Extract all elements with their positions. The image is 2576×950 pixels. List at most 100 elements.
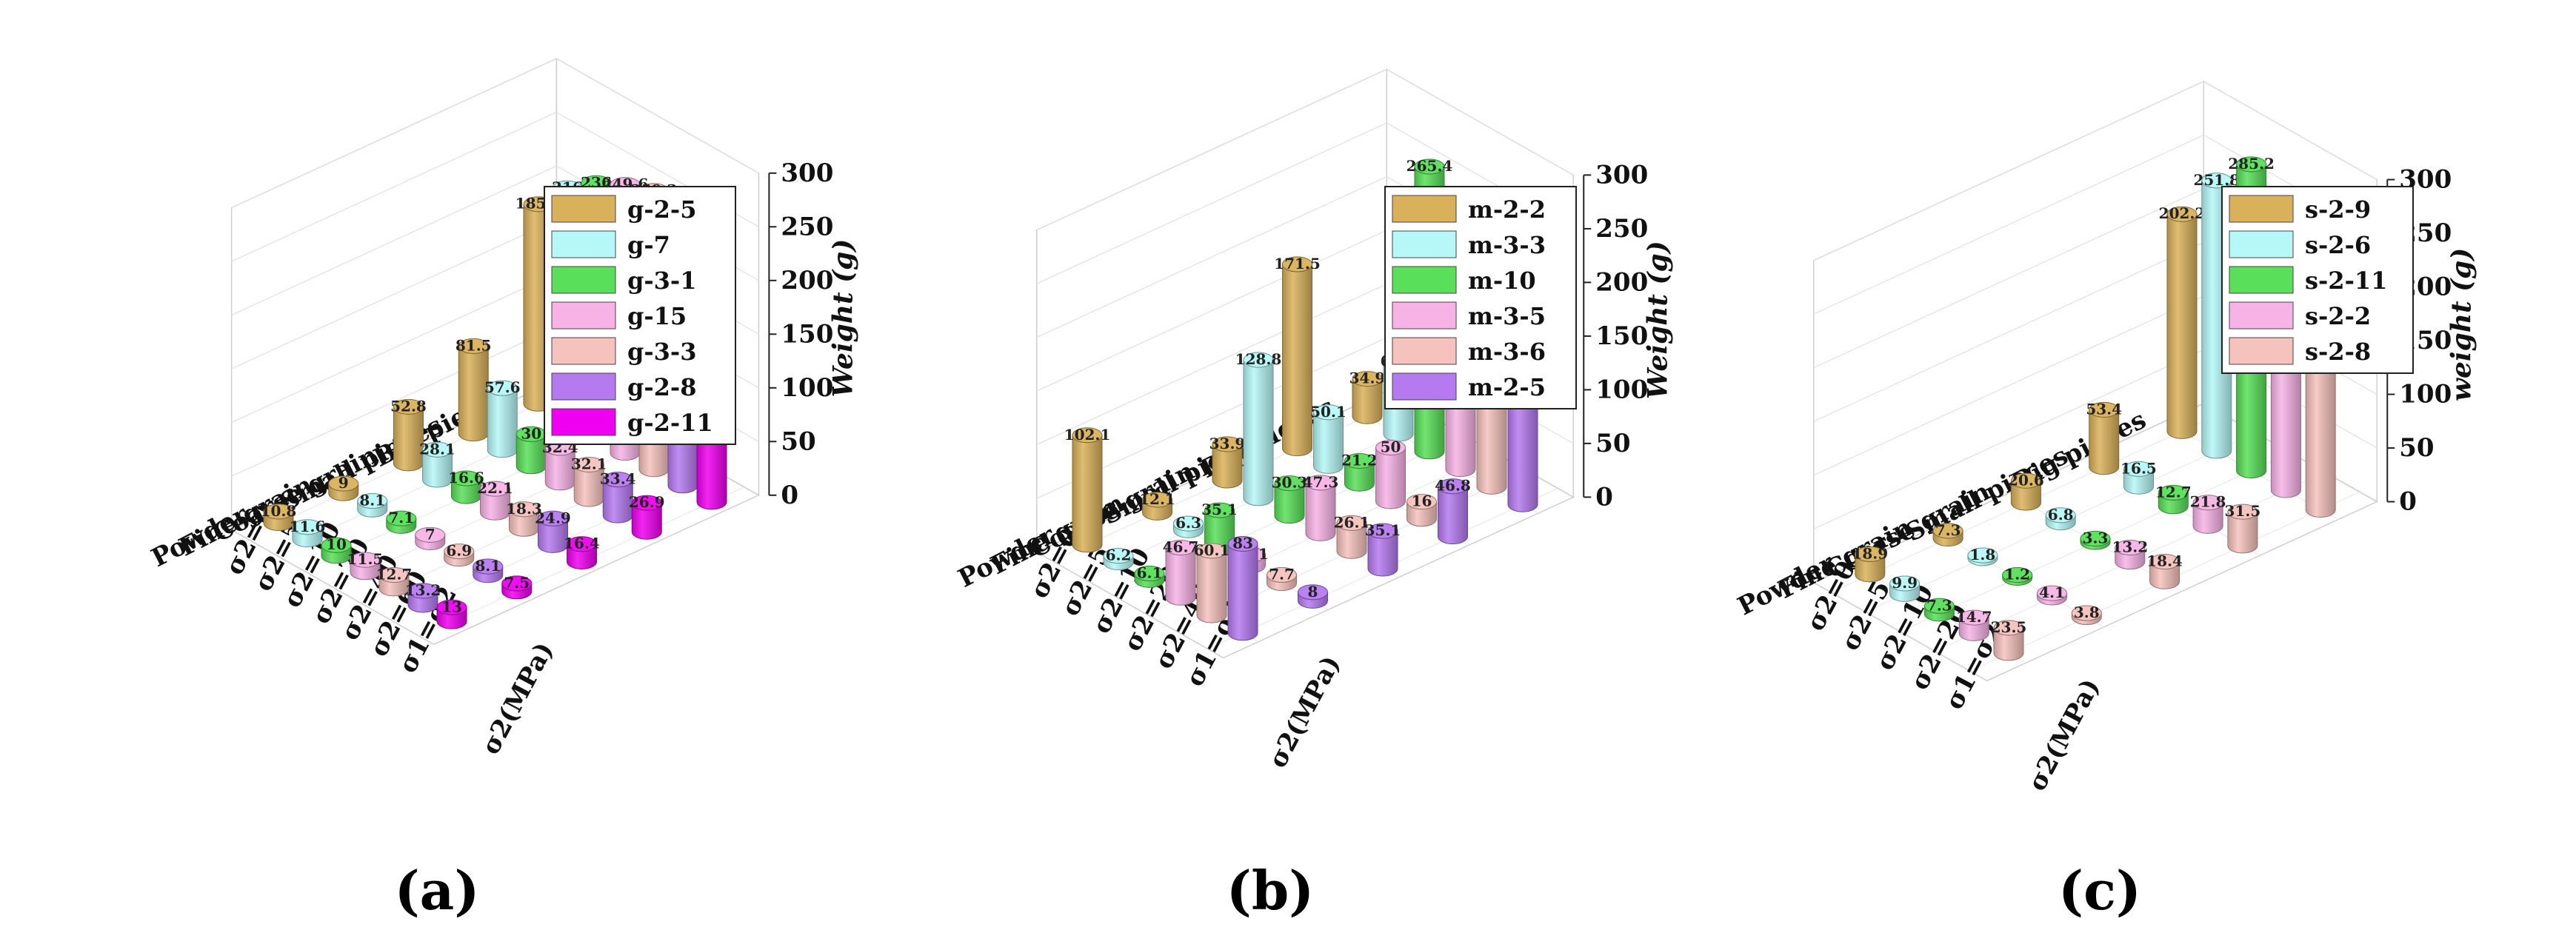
bar-s-2-9-0: 202.2 xyxy=(2159,204,2205,439)
bar-value-label: 8.1 xyxy=(475,557,501,575)
y-tick-label: 300 xyxy=(1595,160,1648,190)
bar-value-label: 21.8 xyxy=(2190,493,2226,511)
bar-value-label: 30 xyxy=(521,424,541,442)
bar-g-3-3-1: 32.1 xyxy=(571,455,607,507)
bar-body xyxy=(1165,547,1196,606)
bar-top xyxy=(1407,494,1437,510)
bar-top xyxy=(1072,427,1103,444)
bar-value-label: 10 xyxy=(326,535,347,553)
legend-entry: g-7 xyxy=(627,231,670,259)
bar-top xyxy=(1367,523,1398,539)
bar-s-2-6-2: 6.8 xyxy=(2045,506,2076,531)
bar-value-label: 14.7 xyxy=(1956,608,1992,626)
bar-value-label: 6.9 xyxy=(446,542,472,560)
bar-top xyxy=(407,583,438,599)
bar-g-3-3-2: 18.3 xyxy=(506,500,542,537)
bar-g-7-2: 28.1 xyxy=(419,440,456,488)
bar-top xyxy=(1967,547,1998,563)
gridline xyxy=(231,58,759,209)
bar-top xyxy=(1274,475,1305,492)
bar-body xyxy=(1282,264,1312,457)
bar-top xyxy=(422,441,453,458)
bar-s-2-8-2: 18.4 xyxy=(2146,552,2183,589)
gridline xyxy=(1036,68,1574,231)
legend: g-2-5 g-7 g-3-1 g-15 g-3-3 g-2-8 g-2-11 xyxy=(544,186,736,445)
legend-entry: m-10 xyxy=(1468,267,1536,295)
bar-top xyxy=(473,558,504,575)
y-tick-label: 0 xyxy=(2399,487,2417,517)
pressure-axis-title: σ2(MPa) xyxy=(2022,674,2106,796)
bar-value-label: 4.1 xyxy=(2039,583,2065,601)
y-axis-title: Weight (g) xyxy=(1642,241,1673,399)
bar-value-label: 81.5 xyxy=(456,336,492,354)
bar-g-7-3: 8.1 xyxy=(357,492,388,518)
bar-top xyxy=(2002,567,2033,583)
bar-value-label: 30.3 xyxy=(1272,474,1308,492)
legend-swatch xyxy=(1392,337,1457,365)
legend-swatch xyxy=(551,230,616,258)
bar-m-3-3-4: 6.2 xyxy=(1103,546,1134,571)
legend-swatch xyxy=(1392,195,1457,223)
bar-body xyxy=(1243,359,1274,506)
bar-g-2-11-2: 16.4 xyxy=(564,535,600,569)
bar-top xyxy=(602,472,633,488)
legend-swatch xyxy=(1392,372,1457,401)
bar-m-3-5-4: 46.7 xyxy=(1163,538,1198,606)
bar-top xyxy=(444,543,475,560)
bar-m-3-6-1: 16 xyxy=(1407,492,1437,527)
bar-g-3-1-1: 30 xyxy=(515,424,547,475)
bar-value-label: 31.5 xyxy=(2225,502,2261,520)
bar-value-label: 171.5 xyxy=(1274,255,1321,272)
bar-value-label: 16 xyxy=(1412,492,1432,510)
bar-top xyxy=(1923,598,1955,614)
bar-g-2-11-4: 13 xyxy=(436,598,467,629)
bar-value-label: 50 xyxy=(1381,438,1401,456)
bar-value-label: 18.4 xyxy=(2146,552,2183,570)
legend-entry: g-2-8 xyxy=(627,373,696,401)
bar-top xyxy=(1993,620,2024,636)
bar-g-3-1-2: 16.6 xyxy=(448,469,484,504)
bar-g-3-3-3: 6.9 xyxy=(444,542,475,567)
bar-value-label: 20.6 xyxy=(2008,471,2044,489)
bar-s-2-11-4: 7.3 xyxy=(1923,596,1955,622)
legend-swatch xyxy=(551,266,616,294)
bar-m-3-5-2: 47.3 xyxy=(1303,473,1338,541)
bar-top xyxy=(631,495,662,511)
bar-value-label: 34.9 xyxy=(1349,369,1386,387)
bar-m-2-2-1: 171.5 xyxy=(1274,255,1321,457)
y-axis-title: weight (g) xyxy=(2446,248,2477,401)
bar-m-10-1: 21.2 xyxy=(1341,451,1378,492)
bar-top xyxy=(1336,515,1367,531)
bar-value-label: 16.4 xyxy=(564,535,600,552)
panel-label: (b) xyxy=(1227,859,1314,922)
legend-swatch xyxy=(1392,230,1457,258)
bar-body xyxy=(1196,550,1227,623)
bar-top xyxy=(2158,484,2189,501)
legend-entry: s-2-6 xyxy=(2305,231,2371,259)
bar-value-label: 7 xyxy=(425,525,436,543)
bar-top xyxy=(2166,206,2198,222)
bar-g-3-1-4: 10 xyxy=(321,535,352,564)
bar-top xyxy=(2071,605,2102,621)
bar-value-label: 24.9 xyxy=(535,509,571,526)
bar-value-label: 32.1 xyxy=(571,455,607,472)
bar-value-label: 8 xyxy=(1308,583,1318,601)
bar-top xyxy=(1958,609,1989,626)
legend-entry: m-3-6 xyxy=(1468,338,1546,366)
bar-m-2-5-3: 8 xyxy=(1298,583,1328,609)
bar-top xyxy=(509,501,539,518)
bar-value-label: 35.1 xyxy=(1201,501,1238,518)
bar-g-7-1: 57.6 xyxy=(484,378,521,458)
bar-top xyxy=(321,537,352,553)
bar-value-label: 23.5 xyxy=(1991,618,2027,636)
floor-gridline xyxy=(1281,439,1469,546)
bar-value-label: 60.1 xyxy=(1194,541,1230,559)
bar-g-15-2: 22.1 xyxy=(477,479,513,521)
bar-value-label: 18.3 xyxy=(506,500,542,518)
legend-box xyxy=(1384,186,1577,409)
bar-value-label: 12.7 xyxy=(376,565,413,583)
bar-g-2-8-1: 33.4 xyxy=(600,470,636,523)
panel-label: (a) xyxy=(395,859,480,922)
